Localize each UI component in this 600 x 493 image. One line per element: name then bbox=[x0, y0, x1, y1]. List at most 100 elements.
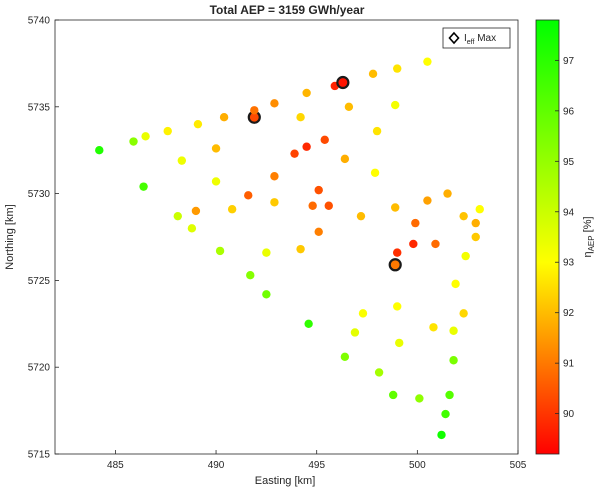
turbine-point bbox=[358, 309, 368, 318]
turbine-point bbox=[227, 205, 237, 214]
legend-label: Ieff Max bbox=[464, 33, 496, 46]
turbine-point bbox=[449, 326, 458, 335]
x-axis-ticks: 485 490 495 500 505 bbox=[107, 450, 527, 471]
turbine-point bbox=[302, 142, 311, 151]
turbine-point bbox=[173, 211, 182, 221]
turbine-point bbox=[393, 302, 402, 311]
turbine-point bbox=[388, 390, 398, 400]
turbine-point bbox=[391, 100, 400, 110]
turbine-point bbox=[187, 224, 197, 233]
turbine-point bbox=[340, 352, 350, 361]
turbine-point bbox=[320, 135, 329, 144]
turbine-point bbox=[471, 218, 480, 228]
colorbar-tick-label: 93 bbox=[563, 258, 575, 269]
x-tick-label: 500 bbox=[409, 460, 426, 471]
turbine-point bbox=[441, 409, 450, 419]
legend-box bbox=[442, 27, 511, 49]
turbine-point bbox=[374, 368, 384, 377]
plot-area: 485 490 495 500 505 5715 5720 5725 5730 5735 5740 bbox=[28, 16, 527, 472]
colorbar-label-main: η bbox=[582, 251, 594, 257]
turbine-point bbox=[350, 328, 360, 337]
legend-diamond-marker bbox=[448, 31, 460, 45]
turbine-point bbox=[211, 177, 221, 186]
y-tick-label: 5725 bbox=[28, 276, 51, 287]
turbine-point bbox=[129, 137, 138, 146]
y-axis-label: Northing [km] bbox=[4, 204, 16, 269]
colorbar-tick-label: 95 bbox=[563, 157, 575, 168]
colorbar-tick-label: 91 bbox=[563, 359, 575, 370]
x-tick-label: 485 bbox=[107, 460, 124, 471]
turbine-point bbox=[423, 196, 432, 205]
turbine-point bbox=[415, 394, 424, 403]
turbine-point bbox=[290, 149, 299, 158]
turbine-point bbox=[370, 168, 380, 177]
turbine-point bbox=[296, 244, 305, 254]
turbine-point bbox=[445, 390, 454, 400]
turbine-point bbox=[475, 205, 484, 214]
colorbar-label: ηAEP [%] bbox=[582, 216, 596, 257]
colorbar-tick-label: 92 bbox=[563, 308, 575, 319]
x-tick-label: 490 bbox=[208, 460, 225, 471]
y-tick-label: 5715 bbox=[28, 450, 51, 461]
turbine-point bbox=[368, 69, 378, 79]
turbine-point bbox=[372, 126, 382, 136]
colorbar-tick-label: 96 bbox=[563, 106, 575, 117]
turbine-point bbox=[443, 189, 452, 198]
turbine-point bbox=[340, 154, 350, 164]
turbine-point bbox=[395, 338, 404, 348]
y-axis-ticks: 5715 5720 5725 5730 5735 5740 bbox=[28, 16, 59, 461]
turbine-point bbox=[191, 206, 201, 216]
turbine-point bbox=[250, 106, 259, 115]
turbine-point bbox=[437, 430, 446, 440]
turbine-point bbox=[449, 356, 458, 365]
legend-label-main: I bbox=[464, 33, 467, 44]
legend: Ieff Max bbox=[442, 27, 511, 49]
y-tick-label: 5740 bbox=[28, 16, 51, 27]
turbine-point bbox=[308, 201, 317, 210]
turbine-point bbox=[459, 309, 468, 318]
turbine-point bbox=[409, 239, 418, 249]
turbine-point bbox=[177, 156, 187, 165]
turbine-point bbox=[141, 132, 150, 141]
y-tick-label: 5720 bbox=[28, 363, 51, 374]
colorbar: 90 91 92 93 94 95 96 97 ηAEP [%] bbox=[535, 19, 596, 455]
colorbar-label-rest: [%] bbox=[582, 216, 594, 235]
turbine-point bbox=[215, 246, 225, 256]
turbine-point bbox=[270, 198, 279, 207]
axes-box bbox=[54, 19, 519, 455]
colorbar-tick-label: 90 bbox=[563, 409, 575, 420]
colorbar-label-sub: AEP bbox=[587, 235, 596, 251]
turbine-point bbox=[219, 113, 229, 122]
turbine-point bbox=[423, 57, 432, 66]
turbine-point bbox=[393, 248, 402, 257]
colorbar-ticks: 90 91 92 93 94 95 96 97 bbox=[555, 56, 575, 420]
turbine-point bbox=[211, 144, 221, 153]
turbine-point bbox=[270, 99, 279, 108]
y-tick-label: 5735 bbox=[28, 102, 51, 113]
turbine-point bbox=[429, 323, 438, 332]
turbine-point bbox=[262, 248, 271, 257]
turbine-point bbox=[95, 146, 104, 155]
colorbar-tick-label: 97 bbox=[563, 56, 575, 67]
turbine-point bbox=[262, 290, 271, 299]
colorbar-gradient bbox=[535, 19, 560, 455]
legend-label-rest: Max bbox=[474, 33, 496, 44]
turbine-point bbox=[411, 218, 420, 228]
y-tick-label: 5730 bbox=[28, 189, 51, 200]
turbine-point-ieff-max bbox=[336, 75, 350, 90]
turbine-point bbox=[302, 88, 311, 98]
turbine-point bbox=[314, 185, 323, 195]
turbine-point bbox=[163, 126, 172, 136]
turbine-point bbox=[314, 227, 323, 236]
turbine-point-ieff-max bbox=[388, 258, 402, 272]
turbine-point bbox=[451, 279, 460, 289]
turbine-point bbox=[391, 203, 400, 212]
x-tick-label: 495 bbox=[308, 460, 325, 471]
turbine-point bbox=[344, 102, 354, 112]
turbine-point bbox=[270, 172, 279, 181]
turbine-point bbox=[244, 191, 253, 200]
turbine-point bbox=[461, 251, 470, 261]
turbine-point bbox=[393, 64, 402, 73]
legend-label-sub: eff bbox=[467, 39, 475, 46]
